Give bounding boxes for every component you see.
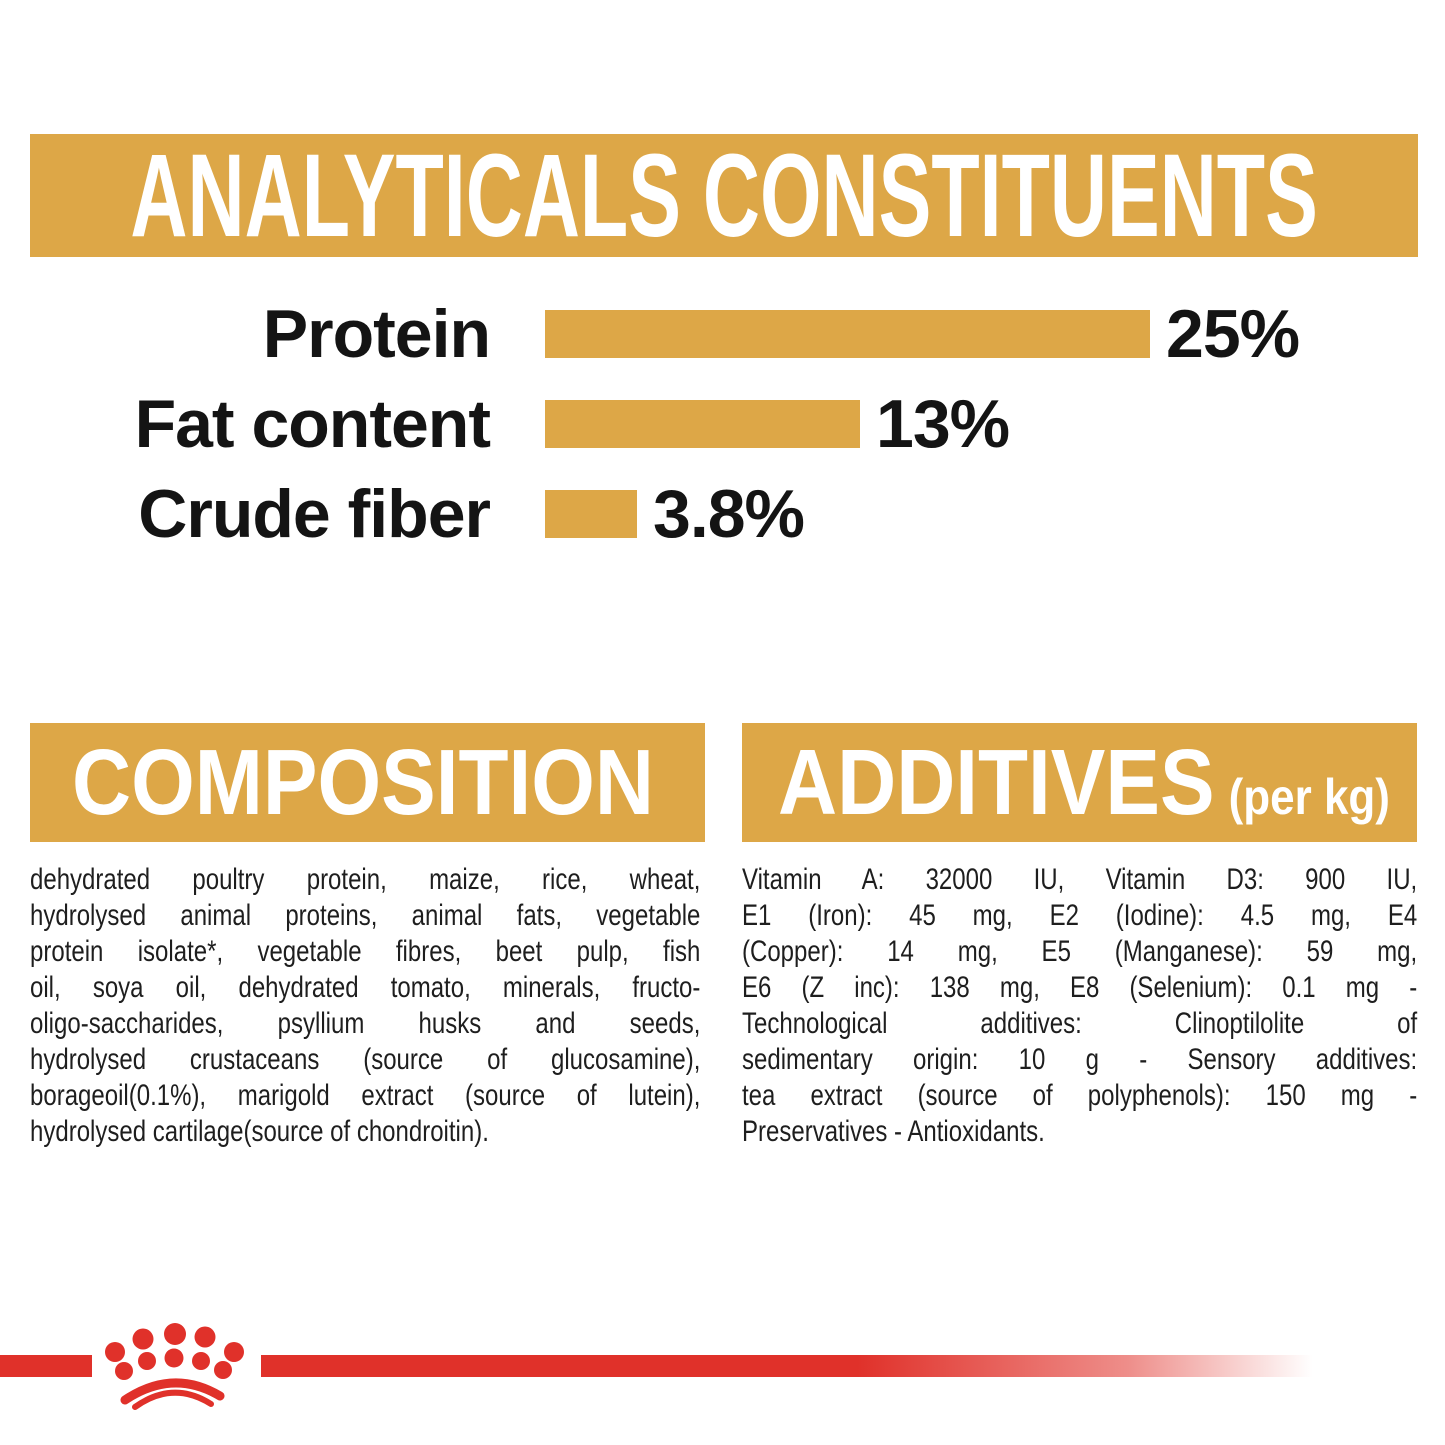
analyticals-header-banner: ANALYTICALS CONSTITUENTS xyxy=(30,130,1418,262)
brand-line-right xyxy=(261,1355,1345,1377)
composition-line: borageoil(0.1%), marigold extract (sourc… xyxy=(30,1079,701,1112)
composition-title: COMPOSITION xyxy=(72,730,654,834)
composition-line: oligo-saccharides, psyllium husks and se… xyxy=(30,1007,701,1040)
composition-line: protein isolate*, vegetable fibres, beet… xyxy=(30,935,701,968)
chart-row-fat: Fat content 13% xyxy=(30,379,1418,469)
crude-fiber-label: Crude fiber xyxy=(138,476,491,552)
protein-bar xyxy=(545,310,1150,358)
additives-line: Preservatives - Antioxidants. xyxy=(742,1115,1045,1148)
analyticals-bar-chart: Protein 25% Fat content 13% Crude fiber … xyxy=(30,289,1418,559)
additives-line: E6 (Z inc): 138 mg, E8 (Selenium): 0.1 m… xyxy=(742,971,1418,1004)
additives-line: tea extract (source of polyphenols): 150… xyxy=(742,1079,1418,1112)
chart-row-fiber: Crude fiber 3.8% xyxy=(30,469,1418,559)
fat-content-bar xyxy=(545,400,860,448)
additives-line: sedimentary origin: 10 g - Sensory addit… xyxy=(742,1043,1418,1076)
composition-line: hydrolysed cartilage(source of chondroit… xyxy=(30,1115,489,1148)
additives-line: (Copper): 14 mg, E5 (Manganese): 59 mg, xyxy=(742,935,1418,968)
fat-content-value: 13% xyxy=(876,386,1010,462)
composition-header-banner: COMPOSITION xyxy=(30,723,705,842)
crude-fiber-value: 3.8% xyxy=(653,476,805,552)
crude-fiber-bar xyxy=(545,490,637,538)
composition-line: hydrolysed crustaceans (source of glucos… xyxy=(30,1043,701,1076)
composition-line: hydrolysed animal proteins, animal fats,… xyxy=(30,899,701,932)
brand-line-left xyxy=(0,1355,92,1377)
chart-row-protein: Protein 25% xyxy=(30,289,1418,379)
additives-title: ADDITIVES xyxy=(778,730,1215,834)
composition-line: dehydrated poultry protein, maize, rice,… xyxy=(30,863,701,896)
additives-line: Vitamin A: 32000 IU, Vitamin D3: 900 IU, xyxy=(742,863,1418,896)
protein-label: Protein xyxy=(262,296,491,372)
additives-text: Vitamin A: 32000 IU, Vitamin D3: 900 IU,… xyxy=(742,862,1417,1150)
additives-header-banner: ADDITIVES (per kg) xyxy=(742,723,1417,842)
additives-line: E1 (Iron): 45 mg, E2 (Iodine): 4.5 mg, E… xyxy=(742,899,1418,932)
additives-title-suffix: (per kg) xyxy=(1228,769,1390,825)
royal-canin-crown-logo xyxy=(105,1323,244,1410)
analyticals-title: ANALYTICALS CONSTITUENTS xyxy=(130,129,1318,262)
additives-line: Technological additives: Clinoptilolite … xyxy=(742,1007,1418,1040)
fat-content-label: Fat content xyxy=(134,386,491,462)
composition-text: dehydrated poultry protein, maize, rice,… xyxy=(30,862,700,1150)
composition-line: oil, soya oil, dehydrated tomato, minera… xyxy=(30,971,701,1004)
protein-value: 25% xyxy=(1166,296,1300,372)
